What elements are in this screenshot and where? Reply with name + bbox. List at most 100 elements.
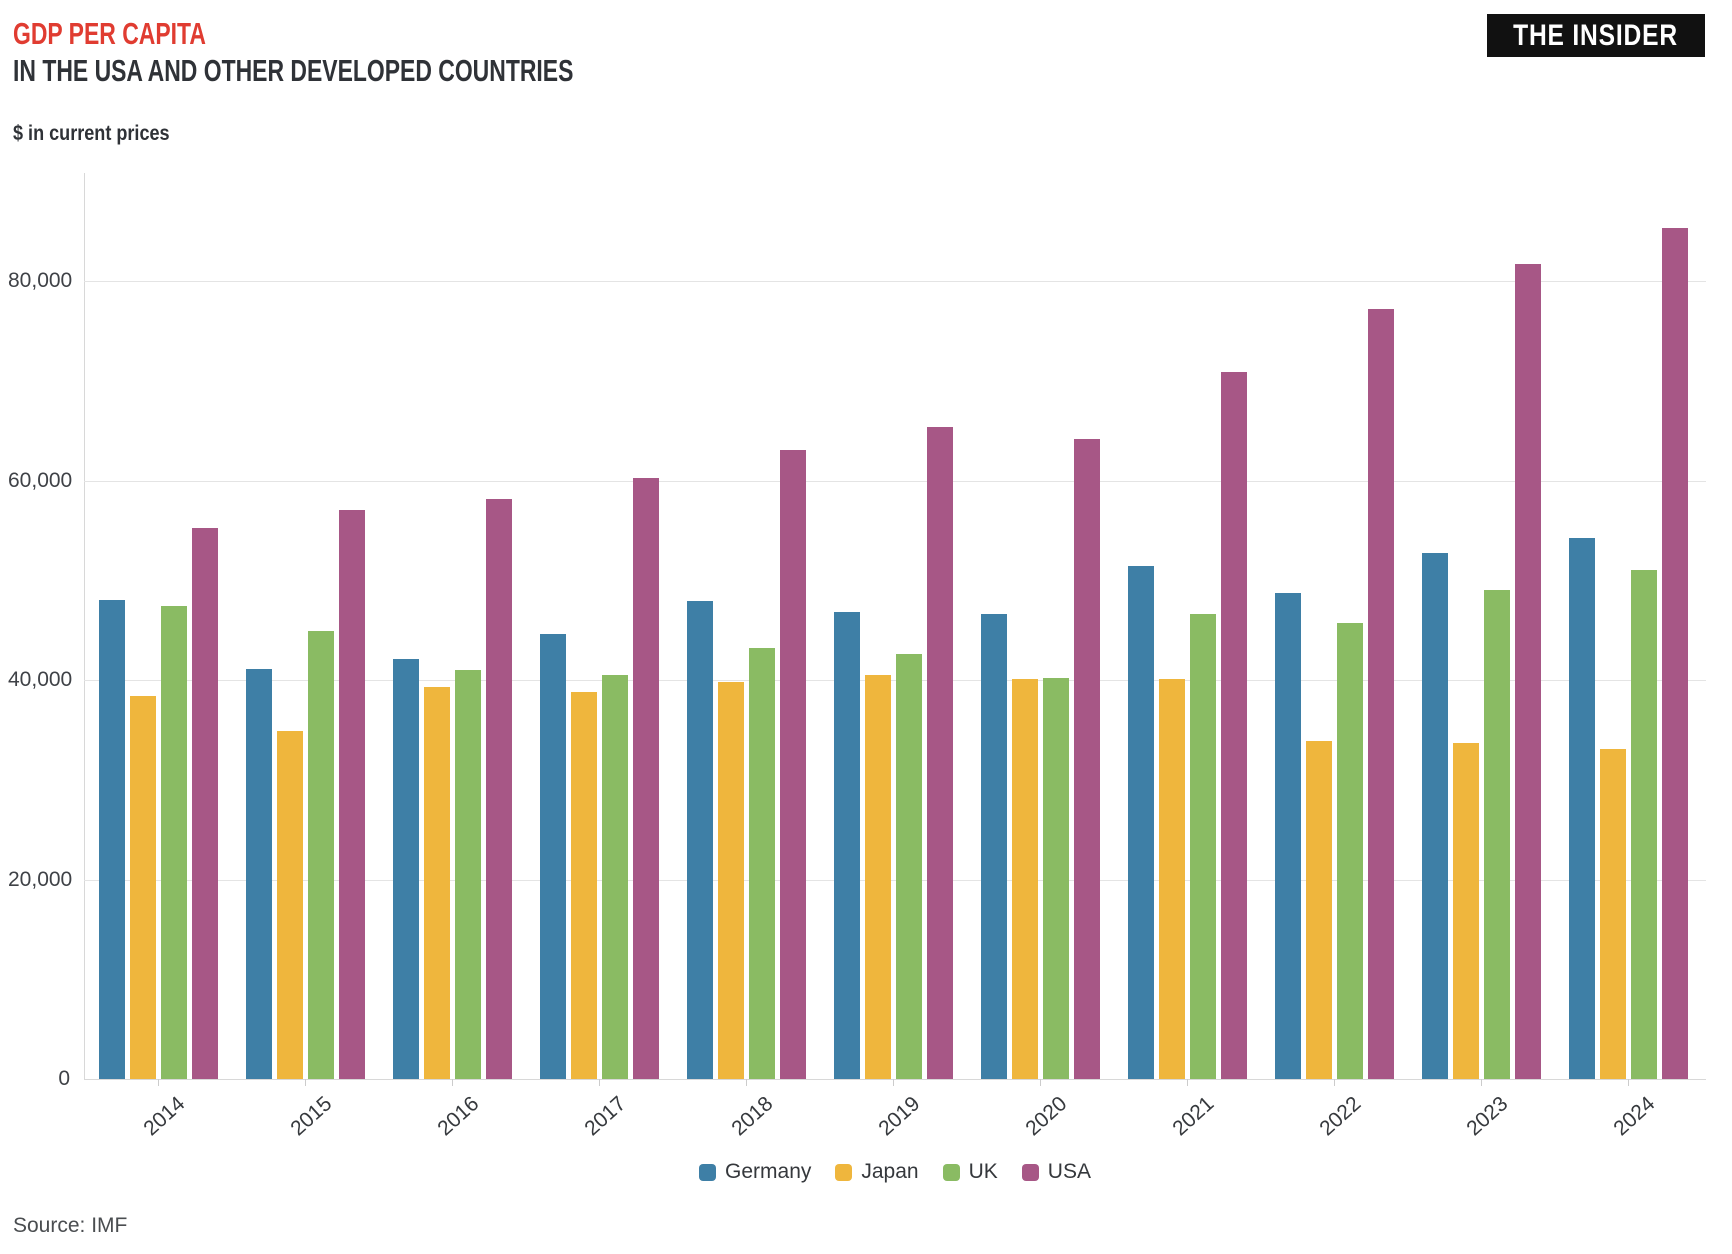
- bar-usa-2017: [632, 477, 659, 1079]
- bar-uk-2020: [1042, 678, 1069, 1079]
- bar-japan-2014: [129, 695, 156, 1079]
- x-tick-2024: [1628, 1079, 1629, 1086]
- x-tick-label-2017: 2017: [580, 1092, 631, 1141]
- legend-swatch-uk: [942, 1163, 960, 1181]
- bar-usa-2022: [1367, 308, 1394, 1079]
- bar-uk-2022: [1336, 623, 1363, 1079]
- bar-japan-2022: [1305, 740, 1332, 1079]
- bar-usa-2024: [1661, 228, 1688, 1079]
- x-tick-2017: [599, 1079, 600, 1086]
- bar-germany-2018: [686, 601, 713, 1079]
- source-note: Source: IMF: [13, 1214, 128, 1237]
- gridline-80000: [84, 281, 1706, 282]
- x-tick-2022: [1334, 1079, 1335, 1086]
- publisher-logo: THE INSIDER: [1487, 14, 1705, 57]
- x-axis-baseline: [84, 1079, 1706, 1080]
- bar-usa-2014: [191, 528, 218, 1079]
- x-tick-label-2022: 2022: [1315, 1092, 1366, 1141]
- publisher-logo-text: THE INSIDER: [1513, 18, 1679, 52]
- x-tick-label-2021: 2021: [1168, 1092, 1219, 1141]
- bar-usa-2023: [1514, 264, 1541, 1079]
- bar-usa-2015: [338, 510, 365, 1079]
- bar-usa-2018: [779, 449, 806, 1079]
- x-tick-2015: [305, 1079, 306, 1086]
- bar-usa-2020: [1073, 438, 1100, 1079]
- bar-germany-2015: [245, 669, 272, 1079]
- bar-usa-2016: [485, 499, 512, 1079]
- units-label-text: $ in current prices: [13, 122, 170, 145]
- bar-germany-2022: [1274, 593, 1301, 1079]
- y-axis-line: [84, 173, 85, 1079]
- bar-germany-2021: [1127, 566, 1154, 1079]
- legend-label-usa: USA: [1047, 1160, 1091, 1183]
- x-tick-label-2014: 2014: [139, 1092, 190, 1141]
- bar-usa-2019: [926, 426, 953, 1079]
- bar-japan-2017: [570, 691, 597, 1079]
- bar-uk-2014: [160, 606, 187, 1079]
- bar-uk-2023: [1483, 590, 1510, 1079]
- x-tick-label-2019: 2019: [874, 1092, 925, 1141]
- chart-subtitle: IN THE USA AND OTHER DEVELOPED COUNTRIES: [13, 53, 770, 89]
- gridline-40000: [84, 680, 1706, 681]
- chart-title-text: GDP PER CAPITA: [13, 16, 206, 51]
- legend-label-uk: UK: [968, 1160, 998, 1183]
- bar-japan-2023: [1452, 742, 1479, 1079]
- legend-item-usa: USA: [1021, 1160, 1091, 1184]
- bar-japan-2021: [1158, 679, 1185, 1079]
- x-tick-label-2023: 2023: [1462, 1092, 1513, 1141]
- bar-uk-2015: [307, 631, 334, 1079]
- bar-germany-2014: [98, 600, 125, 1079]
- x-tick-2019: [893, 1079, 894, 1086]
- bar-germany-2023: [1421, 553, 1448, 1079]
- bar-japan-2015: [276, 730, 303, 1079]
- x-tick-label-2024: 2024: [1609, 1092, 1660, 1141]
- y-tick-label-60000: 60,000: [8, 468, 73, 492]
- legend-label-germany: Germany: [725, 1160, 812, 1183]
- legend-swatch-japan: [835, 1163, 853, 1181]
- x-tick-2014: [158, 1079, 159, 1086]
- x-tick-2021: [1187, 1079, 1188, 1086]
- legend: Germany Japan UK USA: [84, 1160, 1706, 1184]
- bar-japan-2019: [864, 675, 891, 1079]
- bar-uk-2024: [1630, 570, 1657, 1079]
- bar-uk-2017: [601, 675, 628, 1079]
- x-tick-label-2015: 2015: [286, 1092, 337, 1141]
- units-label: $ in current prices: [13, 122, 195, 146]
- chart-title: GDP PER CAPITA: [13, 16, 274, 52]
- legend-label-japan: Japan: [861, 1160, 919, 1183]
- x-tick-2016: [452, 1079, 453, 1086]
- bar-japan-2020: [1011, 679, 1038, 1079]
- x-tick-label-2020: 2020: [1021, 1092, 1072, 1141]
- bar-germany-2016: [392, 659, 419, 1079]
- y-tick-label-40000: 40,000: [8, 668, 73, 691]
- bar-uk-2018: [748, 648, 775, 1079]
- x-tick-label-2018: 2018: [727, 1092, 778, 1141]
- x-tick-2023: [1481, 1079, 1482, 1086]
- x-tick-2020: [1040, 1079, 1041, 1086]
- legend-item-uk: UK: [942, 1160, 998, 1184]
- bar-germany-2024: [1568, 538, 1595, 1079]
- bar-uk-2016: [454, 670, 481, 1079]
- bar-uk-2019: [895, 654, 922, 1079]
- bar-uk-2021: [1189, 614, 1216, 1079]
- bar-japan-2024: [1599, 748, 1626, 1079]
- y-tick-label-20000: 20,000: [8, 867, 73, 891]
- legend-swatch-germany: [699, 1163, 717, 1181]
- chart-subtitle-text: IN THE USA AND OTHER DEVELOPED COUNTRIES: [13, 53, 574, 88]
- bar-japan-2018: [717, 681, 744, 1079]
- y-tick-label-80000: 80,000: [8, 269, 73, 292]
- legend-swatch-usa: [1021, 1163, 1039, 1181]
- bar-japan-2016: [423, 686, 450, 1079]
- gridline-60000: [84, 480, 1706, 482]
- x-tick-2018: [746, 1079, 747, 1086]
- legend-item-japan: Japan: [835, 1160, 919, 1184]
- bar-usa-2021: [1220, 371, 1247, 1079]
- bar-germany-2020: [980, 614, 1007, 1079]
- bar-germany-2017: [539, 634, 566, 1079]
- bar-germany-2019: [833, 612, 860, 1079]
- legend-item-germany: Germany: [699, 1160, 811, 1184]
- y-tick-label-0: 0: [58, 1067, 70, 1090]
- gridline-20000: [84, 879, 1706, 881]
- x-tick-label-2016: 2016: [433, 1092, 484, 1141]
